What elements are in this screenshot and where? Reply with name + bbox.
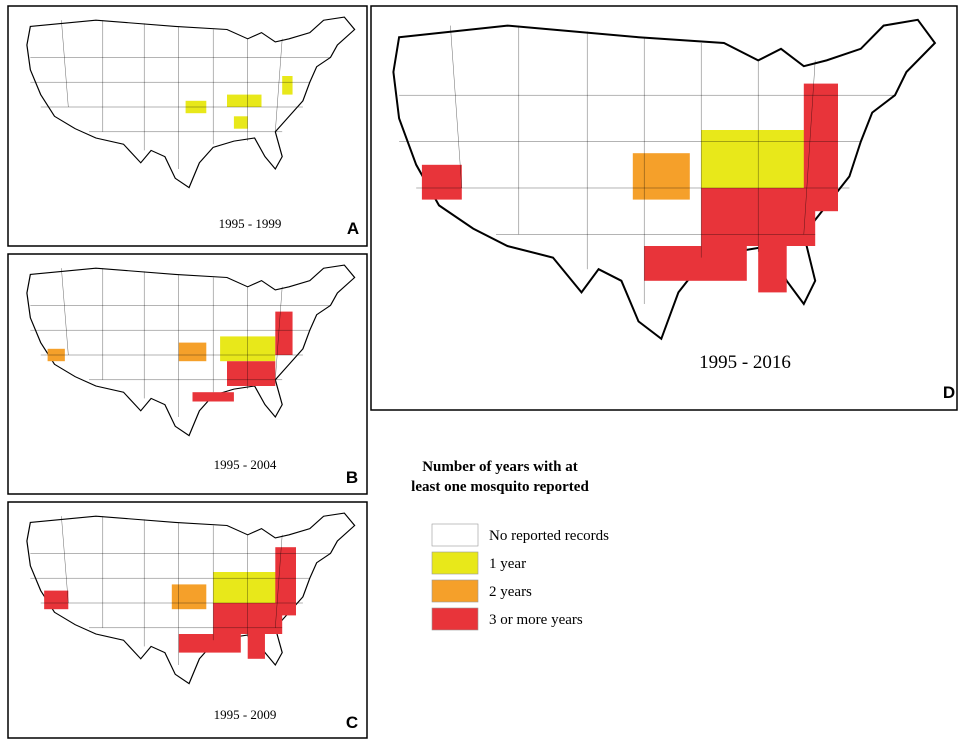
legend-swatch [432, 524, 478, 546]
panel-label: D [943, 383, 955, 402]
panel-label: C [346, 713, 358, 732]
period: 1995 - 2009 [214, 707, 277, 722]
legend-label: 2 years [489, 584, 532, 600]
legend-title: least one mosquito reported [411, 479, 589, 495]
panel-label: A [347, 219, 359, 238]
period: 1995 - 1999 [219, 216, 282, 231]
legend-label: No reported records [489, 528, 609, 544]
map [27, 17, 355, 187]
legend: No reported records 1 year 2 years 3 or mor… [432, 524, 609, 630]
map [27, 513, 355, 684]
legend-swatch [432, 552, 478, 574]
legend-title: Number of years with at [422, 459, 578, 475]
panel-label: B [346, 468, 358, 487]
legend-label: 3 or more years [489, 612, 583, 628]
legend-swatch [432, 608, 478, 630]
period: 1995 - 2016 [699, 352, 791, 373]
figure: 1995 - 1999 A 1995 - 2004 B 1995 - 2009 … [0, 0, 959, 741]
map [393, 20, 935, 339]
legend-label: 1 year [489, 556, 526, 572]
map [27, 265, 355, 436]
legend-swatch [432, 580, 478, 602]
period: 1995 - 2004 [214, 457, 277, 472]
